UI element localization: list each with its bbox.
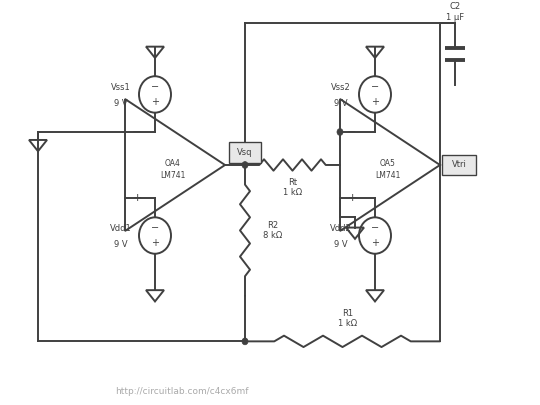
Circle shape (337, 128, 343, 135)
Bar (229, 142, 261, 163)
Text: −: − (132, 127, 141, 137)
Bar (442, 155, 476, 175)
Text: +: + (132, 193, 141, 203)
Circle shape (359, 217, 391, 254)
Text: Vsq: Vsq (237, 148, 253, 157)
Text: +: + (347, 193, 357, 203)
Circle shape (242, 338, 248, 345)
Text: mhbrady / SQ/TRI Oscillator: mhbrady / SQ/TRI Oscillator (115, 369, 278, 379)
Text: −: − (151, 82, 159, 92)
Text: Rt
1 kΩ: Rt 1 kΩ (283, 178, 302, 198)
Text: —∼∼—►—LAB: —∼∼—►—LAB (8, 385, 61, 395)
Text: 9 V: 9 V (334, 99, 348, 108)
Text: R1
1 kΩ: R1 1 kΩ (338, 309, 357, 328)
Text: Vdd2: Vdd2 (330, 224, 352, 233)
Polygon shape (340, 99, 440, 231)
Text: +: + (371, 97, 379, 107)
Text: +: + (151, 238, 159, 248)
Text: +: + (371, 238, 379, 248)
Text: http://circuitlab.com/c4cx6mf: http://circuitlab.com/c4cx6mf (115, 387, 248, 396)
Text: −: − (151, 223, 159, 233)
Text: −: − (347, 127, 357, 137)
Text: 9 V: 9 V (114, 240, 128, 249)
Circle shape (242, 162, 248, 168)
Text: CIRCUIT: CIRCUIT (8, 365, 61, 378)
Text: 1 μF: 1 μF (446, 13, 464, 21)
Text: Vtri: Vtri (451, 160, 467, 169)
Text: 9 V: 9 V (114, 99, 128, 108)
Circle shape (139, 217, 171, 254)
Text: OA5
LM741: OA5 LM741 (375, 159, 401, 180)
Circle shape (139, 76, 171, 113)
Circle shape (359, 76, 391, 113)
Text: Vss1: Vss1 (111, 83, 131, 92)
Polygon shape (125, 99, 225, 231)
Text: Vss2: Vss2 (331, 83, 351, 92)
Text: OA4
LM741: OA4 LM741 (160, 159, 186, 180)
Text: −: − (371, 223, 379, 233)
Text: −: − (371, 82, 379, 92)
Text: C2: C2 (449, 2, 461, 11)
Text: +: + (151, 97, 159, 107)
Text: 9 V: 9 V (334, 240, 348, 249)
Text: R2
8 kΩ: R2 8 kΩ (264, 221, 282, 240)
Text: Vdd1: Vdd1 (110, 224, 132, 233)
